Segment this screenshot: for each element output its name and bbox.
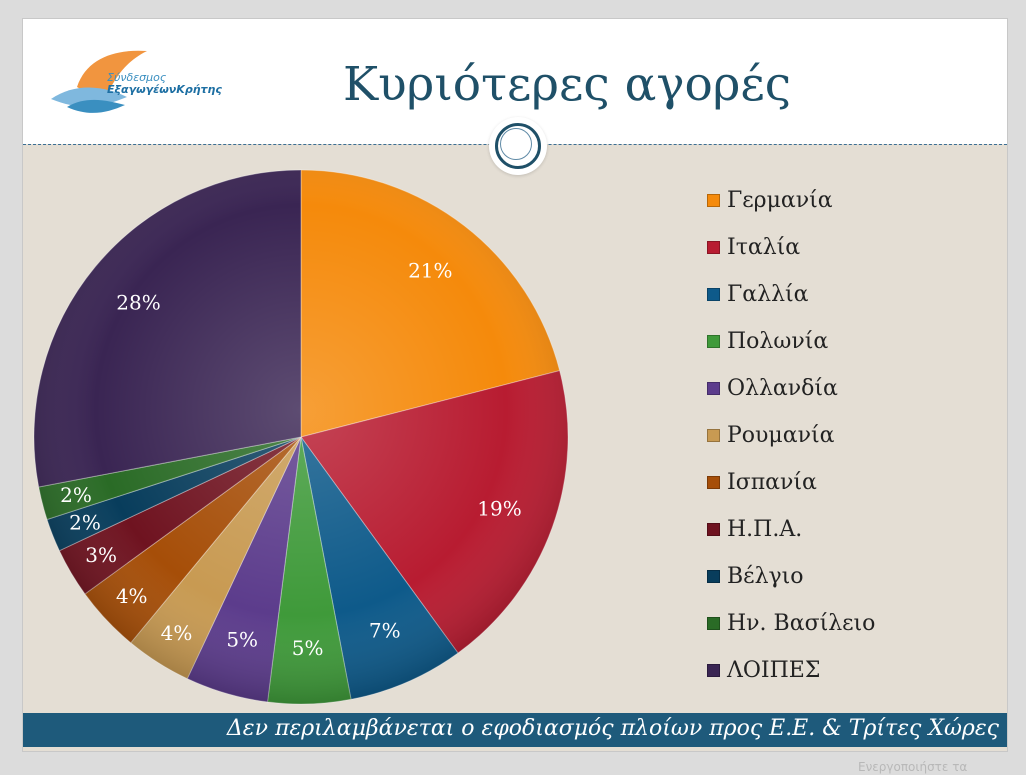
legend-swatch xyxy=(707,335,720,348)
legend-swatch xyxy=(707,194,720,207)
data-label-1: 19% xyxy=(477,496,521,520)
data-label-3: 5% xyxy=(292,636,324,660)
circle-ornament-icon xyxy=(489,117,547,175)
legend-swatch xyxy=(707,617,720,630)
footer-bar: Δεν περιλαμβάνεται ο εφοδιασμός πλοίων π… xyxy=(23,713,1007,747)
legend-swatch xyxy=(707,664,720,677)
legend-label: Ισπανία xyxy=(727,470,817,495)
legend-label: Βέλγιο xyxy=(727,564,804,589)
legend-swatch xyxy=(707,288,720,301)
logo xyxy=(47,47,227,117)
data-label-2: 7% xyxy=(369,619,401,643)
footer-note: Δεν περιλαμβάνεται ο εφοδιασμός πλοίων π… xyxy=(226,716,999,741)
legend-swatch xyxy=(707,570,720,583)
data-label-10: 28% xyxy=(116,291,160,315)
legend-item-0: Γερμανία xyxy=(707,177,875,224)
data-label-7: 3% xyxy=(85,543,117,567)
legend-label: Ην. Βασίλειο xyxy=(727,611,876,636)
legend-label: ΛΟΙΠΕΣ xyxy=(727,658,821,683)
legend-item-1: Ιταλία xyxy=(707,224,875,271)
data-label-4: 5% xyxy=(226,628,258,652)
legend-swatch xyxy=(707,241,720,254)
pie-slice-10 xyxy=(33,169,302,488)
logo-text-line1: Σύνδεσμος xyxy=(107,71,167,84)
legend-label: Πολωνία xyxy=(727,329,829,354)
legend-swatch xyxy=(707,382,720,395)
logo-text-line2: ΕξαγωγέωνΚρήτης xyxy=(107,83,222,96)
legend-label: Ιταλία xyxy=(727,235,801,260)
legend-item-8: Βέλγιο xyxy=(707,553,875,600)
legend-swatch xyxy=(707,476,720,489)
legend-label: Ολλανδία xyxy=(727,376,838,401)
data-label-6: 4% xyxy=(116,584,148,608)
legend-item-10: ΛΟΙΠΕΣ xyxy=(707,647,875,694)
data-label-8: 2% xyxy=(69,511,101,535)
legend-label: Η.Π.Α. xyxy=(727,517,803,542)
legend-label: Γερμανία xyxy=(727,188,833,213)
legend-item-2: Γαλλία xyxy=(707,271,875,318)
legend-item-7: Η.Π.Α. xyxy=(707,506,875,553)
logo-leaf-icon xyxy=(51,50,147,113)
slide: Σύνδεσμος ΕξαγωγέωνΚρήτης Κυριότερες αγο… xyxy=(22,18,1008,752)
chart-legend: Γερμανία Ιταλία Γαλλία Πολωνία Ολλανδία Ρουμα… xyxy=(707,177,875,694)
activation-watermark: Ενεργοποιήστε τα xyxy=(858,760,968,774)
data-label-0: 21% xyxy=(408,258,452,282)
legend-swatch xyxy=(707,523,720,536)
legend-label: Ρουμανία xyxy=(727,423,835,448)
legend-item-9: Ην. Βασίλειο xyxy=(707,600,875,647)
slide-title: Κυριότερες αγορές xyxy=(343,57,792,112)
data-label-9: 2% xyxy=(60,483,92,507)
slide-header: Σύνδεσμος ΕξαγωγέωνΚρήτης Κυριότερες αγο… xyxy=(23,19,1007,144)
legend-item-6: Ισπανία xyxy=(707,459,875,506)
legend-swatch xyxy=(707,429,720,442)
data-label-5: 4% xyxy=(161,621,193,645)
legend-item-5: Ρουμανία xyxy=(707,412,875,459)
legend-label: Γαλλία xyxy=(727,282,809,307)
legend-item-4: Ολλανδία xyxy=(707,365,875,412)
legend-item-3: Πολωνία xyxy=(707,318,875,365)
